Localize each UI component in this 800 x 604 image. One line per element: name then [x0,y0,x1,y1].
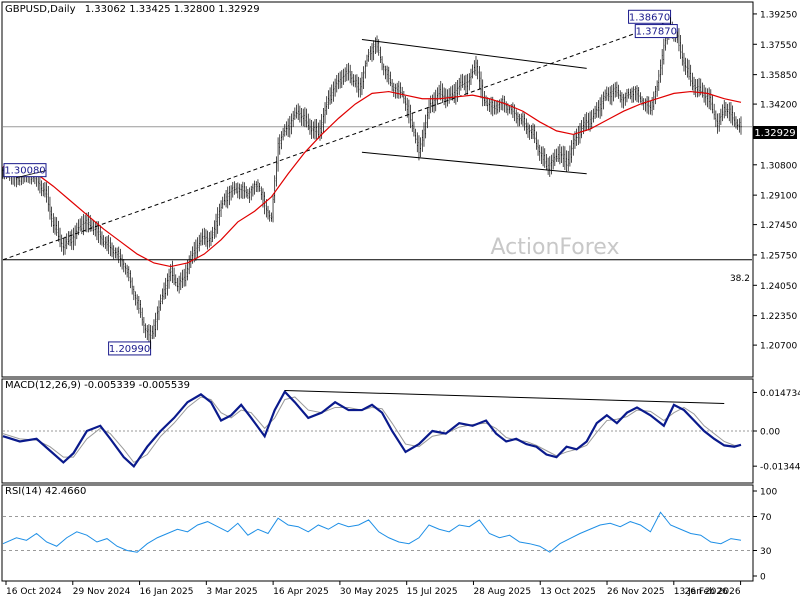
price-header: GBPUSD,Daily 1.33062 1.33425 1.32800 1.3… [5,4,260,15]
price-annotation-leader [16,170,47,179]
price-annotation-label: 1.20990 [109,344,150,355]
fib-level-label: 38.2 [730,274,750,284]
price-axis-tick-label: 1.37550 [760,41,797,51]
price-axis-tick-label: 1.35850 [760,71,797,81]
x-axis-tick-label: 16 Oct 2024 [6,587,62,597]
rsi-axis-tick-label: 70 [760,513,772,523]
x-axis-tick-label: 26 Feb 2026 [685,587,741,597]
rsi-header: RSI(14) 42.4660 [5,486,87,497]
x-axis-tick-label: 16 Jan 2025 [140,587,194,597]
current-price-tag: 1.32929 [754,128,795,139]
macd-trend-line [284,389,725,405]
price-axis-tick-label: 1.29100 [760,192,797,202]
symbol-label: GBPUSD,Daily [5,4,76,15]
x-axis-tick-label: 30 May 2025 [340,587,399,597]
x-axis-tick-label: 15 Jul 2025 [407,587,458,597]
price-axis-tick-label: 1.27450 [760,221,797,231]
macd-main-line [2,389,742,468]
macd-header: MACD(12,26,9) -0.005339 -0.005539 [5,380,190,391]
price-annotation-box [628,9,672,24]
trend-line [361,38,587,69]
trend-line [361,151,587,175]
x-axis-tick-label: 13 Oct 2025 [540,587,596,597]
macd-axis-tick-label: 0.00 [760,428,780,438]
price-annotation-label: 1.38670 [629,12,670,23]
price-axis-tick-label: 1.25750 [760,251,797,261]
price-annotation-label: 1.30080 [4,166,45,177]
macd-axis-tick-label: 0.014734 [760,389,800,399]
rsi-axis-tick-label: 100 [760,488,777,498]
watermark: ActionForex [491,235,620,260]
price-axis-tick-label: 1.20700 [760,342,797,352]
x-axis-tick-label: 16 Apr 2025 [273,587,329,597]
rsi-axis-tick-label: 30 [760,547,772,557]
trend-line [2,21,668,261]
price-axis-tick-label: 1.24050 [760,282,797,292]
x-axis-tick-label: 28 Aug 2025 [473,587,531,597]
price-axis-tick-label: 1.22350 [760,312,797,322]
price-axis-tick-label: 1.39250 [760,10,797,20]
x-axis-tick-label: 3 Mar 2025 [206,587,257,597]
ohlc-label: 1.33062 1.33425 1.32800 1.32929 [84,4,260,15]
rsi-axis-tick-label: 0 [760,573,766,583]
price-annotation-label: 1.37870 [636,27,677,38]
x-axis-tick-label: 26 Nov 2025 [607,587,665,597]
price-panel-frame [1,1,754,378]
x-axis-tick-label: 13 Jan 2026 [674,587,728,597]
moving-average-line [2,90,742,268]
price-annotation-box [634,24,678,39]
price-axis-tick-label: 1.30800 [760,161,797,171]
current-price-tag-box [753,126,797,139]
macd-signal-line [2,396,741,464]
rsi-line [2,511,742,553]
rsi-panel-frame [1,484,754,582]
x-axis-tick-label: 29 Nov 2024 [73,587,131,597]
price-axis-tick-label: 1.34200 [760,101,797,111]
macd-axis-tick-label: -0.013442 [760,463,800,473]
